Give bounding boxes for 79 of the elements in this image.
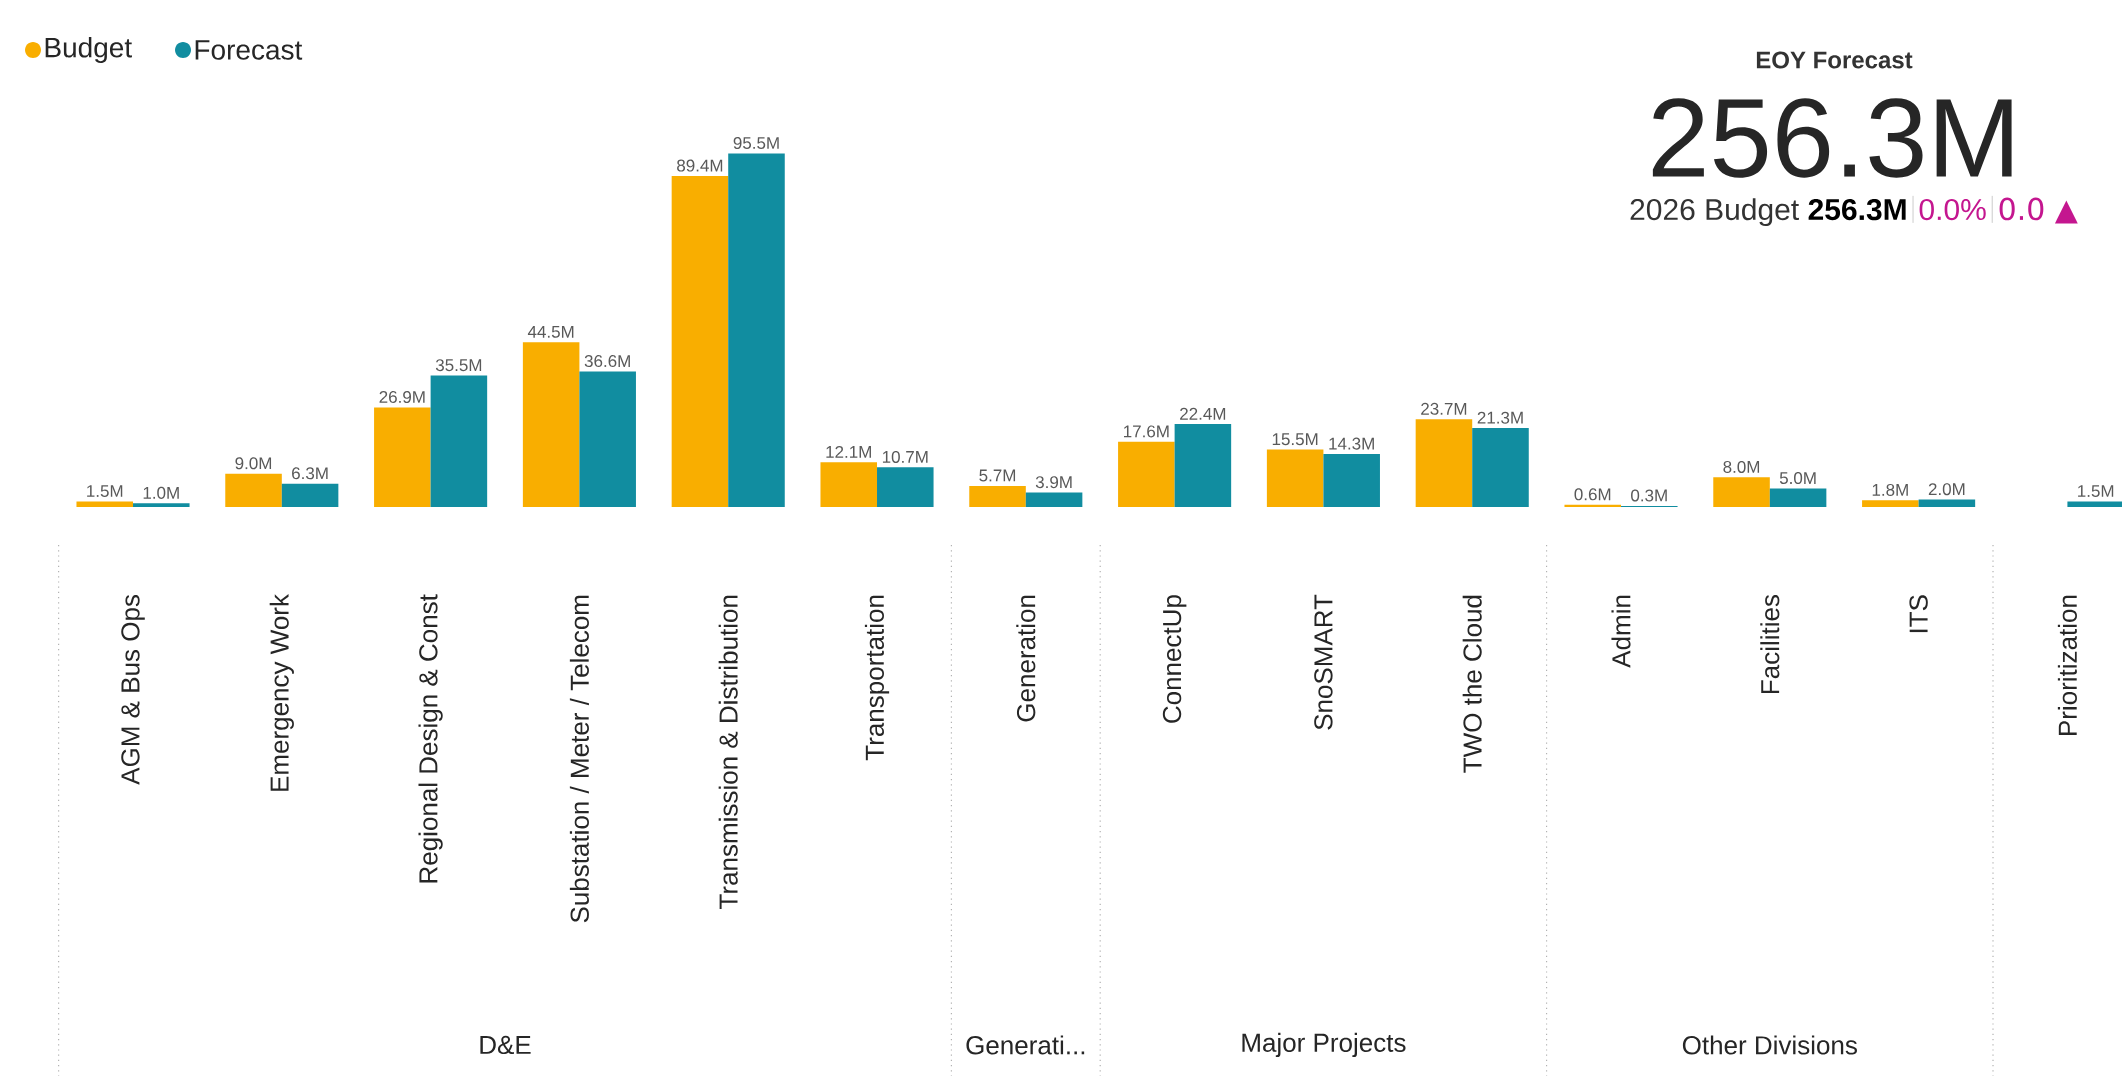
bar: [1769, 488, 1827, 507]
bar: [374, 407, 431, 507]
bar: [1564, 504, 1622, 507]
bar: [225, 473, 282, 507]
data-label: 12.1M: [826, 445, 871, 458]
bar: [2067, 501, 2122, 507]
data-label: 0.3M: [1631, 489, 1667, 502]
data-label: 21.3M: [1477, 411, 1523, 424]
x-tick-label: Generation: [1016, 595, 1036, 722]
data-label: 15.5M: [1272, 433, 1318, 446]
x-tick-label: Substation / Meter / Telecom: [569, 595, 589, 923]
data-label: 1.5M: [87, 485, 123, 498]
data-label: 17.6M: [1124, 425, 1169, 438]
bar: [969, 485, 1026, 507]
data-label: 3.9M: [1035, 476, 1072, 489]
data-label: 22.4M: [1180, 407, 1226, 420]
annotation: 2026 Budget: [1630, 198, 1799, 227]
data-label: 1.0M: [143, 486, 179, 499]
bar: [133, 503, 190, 507]
annotation: 256.3M: [1652, 98, 2012, 178]
text: Generati...: [966, 1035, 1085, 1055]
data-label: 6.3M: [292, 467, 328, 480]
bar: [1713, 477, 1770, 507]
text: Major Projects: [1242, 1032, 1406, 1058]
bar: [728, 153, 785, 507]
data-label: 8.0M: [1723, 460, 1760, 473]
bar: [1472, 428, 1529, 507]
x-tick-label: Prioritization: [2057, 595, 2077, 735]
data-label: 36.6M: [584, 355, 630, 368]
bar: [1266, 449, 1324, 507]
x-tick-label: SnoSMART: [1314, 594, 1333, 730]
x-tick-label: Emergency Work: [269, 594, 294, 791]
legend-label: Forecast: [195, 40, 303, 60]
bar: [76, 501, 134, 507]
x-tick-label: Admin: [1611, 595, 1631, 668]
x-tick-label: Regional Design & Const: [418, 594, 443, 883]
x-tick-label: Facilities: [1760, 595, 1780, 694]
data-label: 9.0M: [235, 457, 272, 470]
data-label: 14.3M: [1329, 437, 1374, 450]
bar: [820, 462, 878, 507]
data-label: 44.5M: [527, 325, 574, 338]
data-label: 5.7M: [979, 469, 1016, 482]
data-label: 95.5M: [733, 136, 779, 149]
x-tick-label: Transmission & Distribution: [718, 595, 738, 909]
data-label: 89.4M: [677, 159, 723, 172]
annotation: 0.0 ▲: [1999, 197, 2078, 224]
bar: [522, 342, 580, 507]
data-label: 5.0M: [1779, 472, 1816, 485]
bar: [430, 375, 488, 507]
annotation: 0.0%: [1919, 198, 1986, 221]
bar: [1174, 424, 1232, 507]
x-tick-label: TWO the Cloud: [1462, 595, 1482, 773]
bar: [671, 175, 729, 507]
data-label: 1.8M: [1872, 483, 1908, 496]
data-label: 0.6M: [1574, 488, 1611, 501]
data-label: 35.5M: [435, 359, 482, 372]
data-label: 1.5M: [2078, 485, 2114, 498]
data-label: 10.7M: [882, 450, 928, 463]
data-label: 26.9M: [379, 390, 425, 403]
bar: [1118, 441, 1175, 507]
bar: [1415, 419, 1473, 507]
x-tick-label: AGM & Bus Ops: [121, 595, 145, 785]
bar: [1025, 492, 1083, 507]
legend-label: Budget: [45, 36, 132, 64]
data-label: 23.7M: [1421, 402, 1467, 415]
text: D&E: [480, 1035, 531, 1055]
text: EOY Forecast: [1756, 51, 1913, 69]
x-tick-label: Transportation: [864, 595, 890, 761]
data-label: 2.0M: [1928, 483, 1965, 496]
annotation: 256.3M: [1808, 198, 1906, 221]
bar: [1862, 500, 1919, 507]
bar: [1323, 454, 1380, 507]
bar: [877, 467, 934, 507]
x-tick-label: ConnectUp: [1162, 595, 1187, 723]
x-tick-label: ITS: [1909, 595, 1928, 633]
bar: [281, 483, 339, 507]
text: Other Divisions: [1682, 1035, 1857, 1055]
bar: [1918, 499, 1976, 507]
bar: [579, 371, 636, 507]
